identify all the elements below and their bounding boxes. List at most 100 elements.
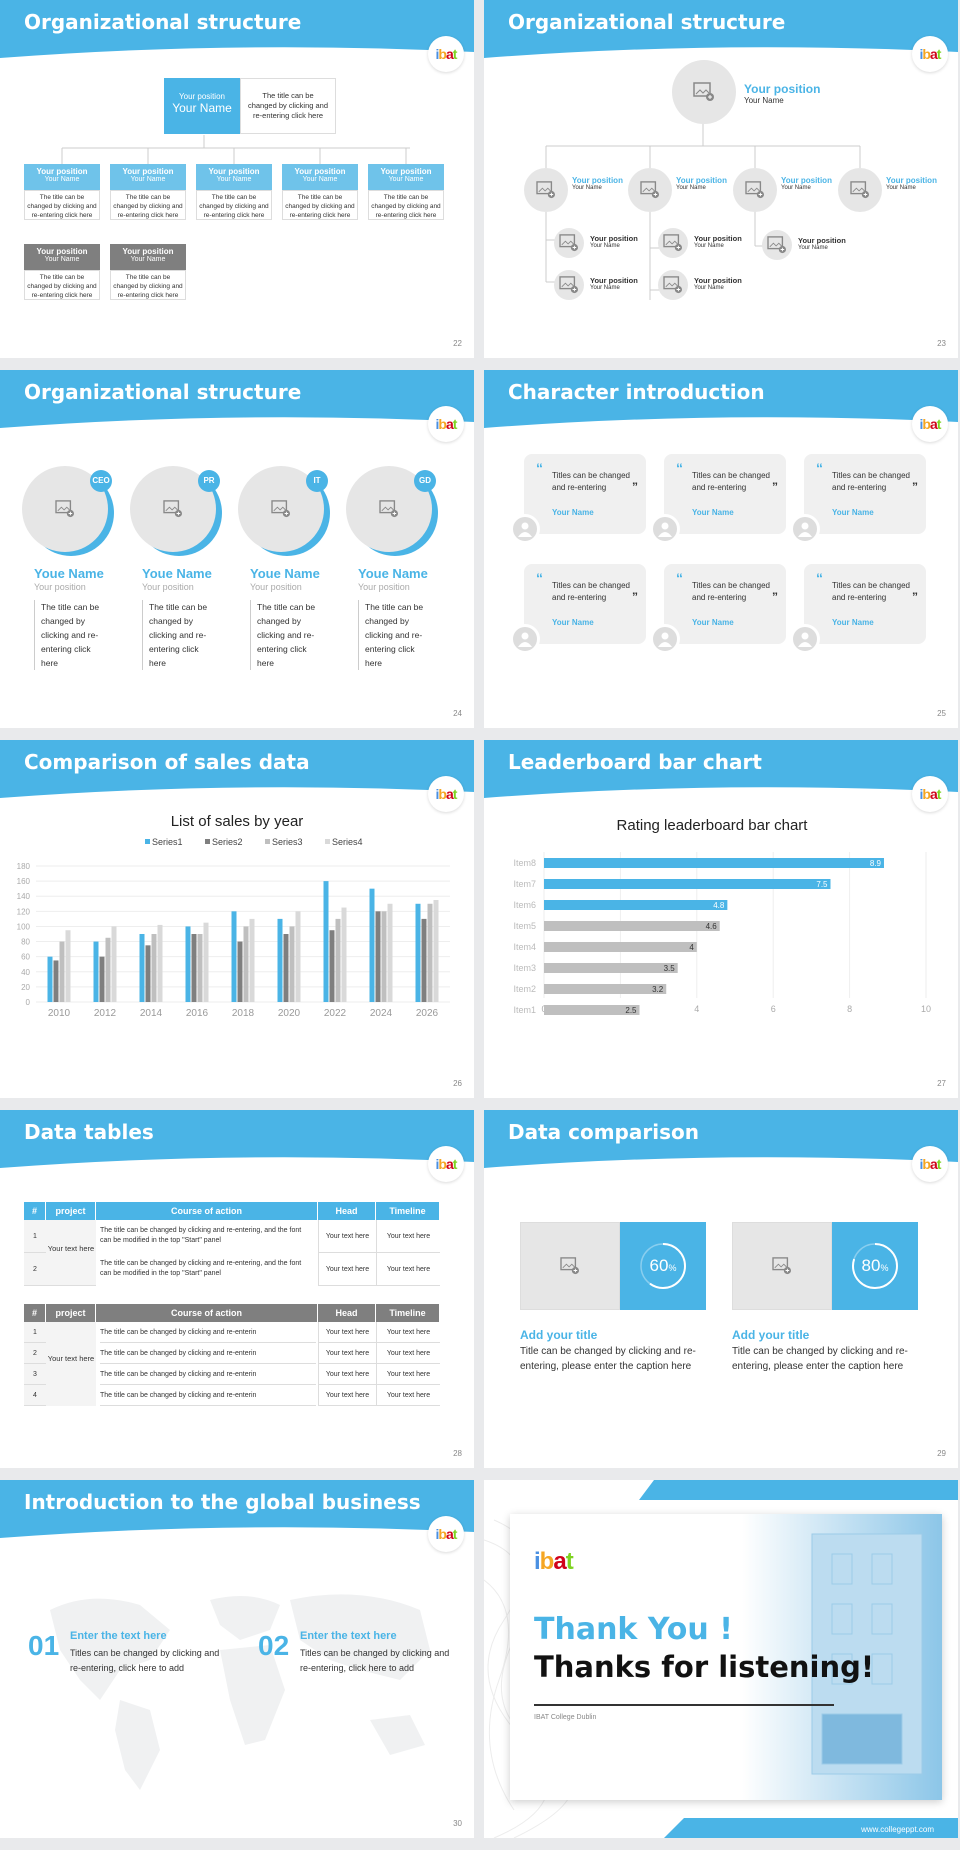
header-band (0, 370, 474, 428)
quote-icon: “ (816, 570, 823, 586)
y-tick: Item1 (513, 1005, 536, 1015)
role-badge: IT (306, 470, 328, 492)
percent-value: 80 (861, 1256, 881, 1275)
bar (369, 888, 375, 1002)
page-number: 23 (937, 339, 946, 348)
table-header: project (46, 1202, 96, 1220)
bar (203, 922, 209, 1002)
slide-title: Leaderboard bar chart (508, 750, 762, 774)
sub-label: Your position Your Name (798, 236, 846, 251)
progress-ring (640, 1243, 686, 1289)
card-text: Titles can be changed and re-entering (552, 471, 630, 492)
team-member: PR Youe Name Your position The title can… (130, 466, 230, 716)
card-text: Titles can be changed and re-entering (832, 471, 910, 492)
percent-panel: 60% (620, 1222, 706, 1310)
table-header: Course of action (96, 1202, 318, 1220)
item-text: Titles can be changed by clicking and re… (70, 1648, 220, 1673)
y-tick: 0 (26, 998, 31, 1007)
slide-title: Organizational structure (508, 10, 786, 34)
header-band (0, 740, 474, 798)
card-name: Your Name (692, 508, 734, 517)
bar (105, 937, 111, 1002)
item-title: Enter the text here (70, 1630, 167, 1642)
bar (283, 934, 289, 1002)
avatar (790, 624, 820, 654)
image-placeholder-icon[interactable] (520, 1222, 620, 1310)
header-band (484, 1110, 958, 1168)
y-tick: Item8 (513, 858, 536, 868)
x-tick: 2010 (48, 1008, 71, 1019)
bar (544, 984, 667, 994)
mid-label: Your position Your Name (781, 176, 832, 191)
bar-label: 3.5 (664, 964, 676, 973)
item-title: Add your title (520, 1328, 598, 1342)
bar (544, 900, 728, 910)
header-band (0, 1480, 474, 1538)
image-placeholder-icon[interactable] (554, 270, 584, 300)
x-tick: 2020 (278, 1008, 301, 1019)
bar (65, 930, 71, 1002)
image-placeholder-icon[interactable] (762, 230, 792, 260)
member-position: Your position (250, 582, 302, 592)
bar (544, 858, 884, 868)
member-desc: The title can be changed by clicking and… (358, 600, 428, 670)
chart-title: List of sales by year (171, 813, 304, 830)
quote-icon: “ (676, 570, 683, 586)
bar (289, 926, 295, 1002)
image-placeholder-icon[interactable] (658, 228, 688, 258)
org-box: Your position Your Name (110, 244, 186, 270)
avatar (510, 514, 540, 544)
image-placeholder-icon[interactable] (732, 1222, 832, 1310)
slide-thank-you: ibat Thank You ! Thanks for listening! I… (484, 1480, 958, 1838)
org-lines (61, 135, 410, 164)
x-tick: 2014 (140, 1008, 163, 1019)
image-placeholder-icon[interactable] (658, 270, 688, 300)
org-desc: The title can be changed by clicking and… (282, 190, 358, 220)
table-cell: Your text here (376, 1343, 440, 1364)
bar (295, 911, 301, 1002)
quote-close-icon: ” (912, 480, 918, 494)
table-row-num: 4 (24, 1385, 46, 1406)
bar-label: 7.5 (816, 880, 828, 889)
image-placeholder-icon[interactable] (554, 228, 584, 258)
table-cell: Your text here (376, 1322, 440, 1343)
card-name: Your Name (832, 508, 874, 517)
image-placeholder-icon[interactable] (628, 168, 672, 212)
quote-close-icon: ” (772, 590, 778, 604)
table-row-num: 1 (24, 1322, 46, 1343)
image-placeholder-icon[interactable] (838, 168, 882, 212)
y-tick: 160 (17, 877, 31, 886)
org-box: Your position Your Name (196, 164, 272, 190)
leaderboard-bar-chart: Rating leaderboard bar chart0246810Item8… (513, 817, 931, 1015)
table-cell: Your text here (376, 1253, 440, 1286)
card-name: Your Name (832, 618, 874, 627)
testimonial-card: “ Titles can be changed and re-entering … (804, 454, 926, 534)
avatar (650, 624, 680, 654)
card-text: Titles can be changed and re-entering (552, 581, 630, 602)
bar (237, 941, 243, 1002)
testimonial-card: “ Titles can be changed and re-entering … (524, 564, 646, 644)
item-text: Titles can be changed by clicking and re… (300, 1648, 450, 1673)
image-placeholder-icon[interactable] (524, 168, 568, 212)
bar (139, 934, 145, 1002)
item-text: Title can be changed by clicking and re-… (732, 1346, 908, 1372)
table-cell: Your text here (318, 1322, 376, 1343)
bar (427, 903, 433, 1002)
table-cell: The title can be changed by clicking and… (100, 1260, 302, 1277)
college-name: IBAT College Dublin (534, 1714, 597, 1721)
member-position: Your position (358, 582, 410, 592)
table-row-num: 2 (24, 1253, 46, 1286)
image-placeholder-icon[interactable] (733, 168, 777, 212)
y-tick: Item6 (513, 900, 536, 910)
x-tick: 2024 (370, 1008, 393, 1019)
table-header: # (24, 1304, 46, 1322)
bar-label: 4.6 (706, 922, 718, 931)
item-title: Enter the text here (300, 1630, 397, 1642)
image-placeholder-icon[interactable] (672, 60, 736, 124)
website-url[interactable]: www.collegeppt.com (861, 1825, 934, 1834)
